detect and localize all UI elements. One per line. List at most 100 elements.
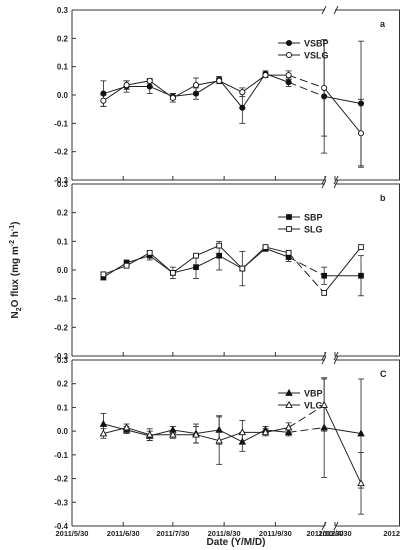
data-point xyxy=(123,262,130,269)
series-VSLG: VSLG xyxy=(100,39,365,168)
data-point xyxy=(99,429,108,437)
y-axis-label: N2O flux (mg m-2 h-1) xyxy=(9,222,23,319)
data-point xyxy=(358,272,364,279)
data-point xyxy=(321,290,328,296)
series-line xyxy=(323,87,362,134)
data-point xyxy=(146,83,153,90)
legend-marker xyxy=(285,388,293,396)
series-line-bridge xyxy=(288,404,325,429)
y-tick-label: -0.4 xyxy=(54,522,68,531)
data-point xyxy=(100,97,107,104)
y-tick-label: 0.3 xyxy=(57,6,69,15)
x-tick-label: 2012/5/30 xyxy=(383,529,400,538)
y-tick-label: 0.0 xyxy=(57,266,69,275)
data-point xyxy=(145,430,154,438)
data-point xyxy=(238,428,247,436)
legend-marker xyxy=(286,226,292,232)
panel-label: a xyxy=(380,19,386,29)
panel-b: -0.3 -0.2 -0.1 0.0 0.1 0.2 0.3 b SBP SLG xyxy=(54,179,400,361)
data-point xyxy=(357,130,365,137)
series-line xyxy=(323,246,362,294)
series-line xyxy=(324,427,362,435)
data-point xyxy=(284,423,293,431)
y-tick-label: 0.1 xyxy=(57,403,69,412)
y-tick-label: 0.3 xyxy=(57,356,69,365)
data-point xyxy=(215,436,223,444)
series-SBP: SBP xyxy=(100,213,364,297)
y-tick-label: -0.2 xyxy=(54,475,68,484)
legend-marker xyxy=(286,214,292,220)
data-point xyxy=(99,419,108,427)
data-point xyxy=(122,423,131,431)
panel-a: -0.3 -0.2 -0.1 0.0 0.1 0.2 0.3 a VSBP VSLG xyxy=(54,5,400,185)
data-point xyxy=(239,104,246,111)
data-point xyxy=(169,94,176,101)
y-tick-label: -0.3 xyxy=(54,176,68,185)
y-tick-label: 0.2 xyxy=(57,380,69,389)
series-line-bridge xyxy=(288,256,325,277)
x-tick-label: 2011/6/30 xyxy=(107,529,140,538)
data-point xyxy=(170,270,176,276)
data-point xyxy=(262,244,269,250)
panel-label: b xyxy=(380,193,386,203)
data-point xyxy=(357,429,365,437)
series-line xyxy=(323,404,362,484)
data-point xyxy=(320,400,328,408)
y-tick-label: -0.1 xyxy=(54,119,68,128)
data-point xyxy=(169,430,177,438)
x-tick-label: 2011/10/30 xyxy=(306,529,343,538)
series-SLG: SLG xyxy=(100,225,364,296)
data-point xyxy=(192,82,200,89)
data-point xyxy=(216,77,223,84)
data-point xyxy=(193,264,199,270)
axis-break-mark xyxy=(333,355,339,365)
y-tick-label: 0.2 xyxy=(57,209,69,218)
series-line-bridge xyxy=(288,427,325,433)
data-point xyxy=(216,252,223,259)
data-point xyxy=(261,428,270,436)
x-tick-label: 2011/7/30 xyxy=(156,529,189,538)
y-tick-label: -0.3 xyxy=(54,498,68,507)
legend-marker xyxy=(285,51,293,59)
data-point xyxy=(192,430,200,438)
data-point xyxy=(146,249,153,256)
x-axis-label: Date (Y/M/D) xyxy=(207,537,266,548)
y-tick-label: 0.1 xyxy=(57,237,69,246)
panel-C: -0.4 -0.3 -0.2 -0.1 0.0 0.1 0.2 0.3 C VBP VLG xyxy=(54,355,400,531)
y-tick-label: -0.2 xyxy=(54,323,68,332)
y-tick-label: -0.1 xyxy=(54,295,68,304)
x-tick-label: 2011/5/30 xyxy=(56,529,89,538)
data-point xyxy=(358,244,364,250)
data-point xyxy=(357,479,365,487)
data-point xyxy=(239,89,246,96)
data-point xyxy=(285,72,292,79)
legend-label: VSLG xyxy=(304,51,329,61)
series-line-bridge xyxy=(288,74,325,89)
y-tick-label: 0.0 xyxy=(57,427,69,436)
y-tick-label: -0.3 xyxy=(54,352,68,361)
y-tick-label: 0.3 xyxy=(57,180,69,189)
data-point xyxy=(321,84,328,91)
y-tick-label: -0.2 xyxy=(54,148,68,157)
x-tick-label: 2011/8/30 xyxy=(208,529,241,538)
axis-break-mark xyxy=(321,5,327,15)
y-tick-label: 0.1 xyxy=(57,63,69,72)
y-tick-label: 0.0 xyxy=(57,91,69,100)
legend-label: SLG xyxy=(304,225,323,235)
legend-label: VSBP xyxy=(304,39,329,49)
data-point xyxy=(321,272,328,279)
data-point xyxy=(100,271,107,278)
legend-label: VBP xyxy=(304,389,323,399)
data-point xyxy=(193,252,199,259)
data-point xyxy=(216,242,223,249)
data-point xyxy=(146,77,153,84)
data-point xyxy=(239,265,246,272)
legend-label: SBP xyxy=(304,213,323,223)
x-tick-label: 2011/9/30 xyxy=(259,529,292,538)
axis-break-mark xyxy=(333,521,339,531)
legend-marker xyxy=(285,400,293,408)
axis-break-mark xyxy=(321,179,327,189)
axis-break-mark xyxy=(333,5,339,15)
series-line-bridge xyxy=(288,81,325,97)
